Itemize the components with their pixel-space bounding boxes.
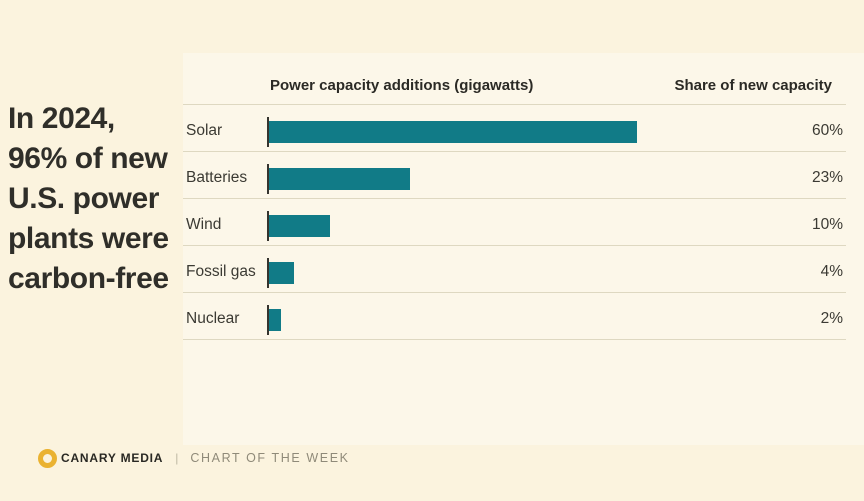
row-separator: [183, 245, 846, 246]
series-title: CHART OF THE WEEK: [190, 451, 350, 465]
row-separator: [183, 198, 846, 199]
axis-tick: [267, 211, 269, 241]
headline-line: In 2024,: [8, 102, 115, 135]
row-separator: [183, 339, 846, 340]
axis-tick: [267, 164, 269, 194]
share-value-nuclear: 2%: [820, 310, 843, 327]
bar-nuclear: [269, 309, 281, 331]
row-label-fossil-gas: Fossil gas: [186, 263, 256, 280]
canary-media-logo-icon: [38, 448, 57, 468]
axis-tick: [267, 258, 269, 288]
row-separator: [183, 151, 846, 152]
share-value-wind: 10%: [811, 216, 843, 233]
bar-solar: [269, 121, 637, 143]
share-value-fossil-gas: 4%: [820, 263, 843, 280]
axis-tick: [267, 117, 269, 147]
headline-line: 96% of new: [8, 142, 168, 175]
bar-fossil-gas: [269, 262, 294, 284]
brand-name: CANARY MEDIA: [61, 451, 164, 465]
row-label-batteries: Batteries: [186, 169, 248, 186]
row-separator: [183, 104, 846, 105]
row-label-nuclear: Nuclear: [186, 310, 240, 327]
share-value-batteries: 23%: [811, 169, 843, 186]
chart-panel-background: [183, 53, 864, 445]
headline-line: carbon-free: [8, 262, 169, 295]
footer-divider: |: [175, 451, 179, 465]
headline-line: U.S. power: [8, 182, 160, 215]
axis-tick: [267, 305, 269, 335]
headline: In 2024, 96% of new U.S. power plants we…: [8, 99, 193, 299]
footer-logo-lockup: CANARY MEDIA | CHART OF THE WEEK: [38, 448, 350, 468]
bar-wind: [269, 215, 330, 237]
bar-batteries: [269, 168, 410, 190]
headline-line: plants were: [8, 222, 169, 255]
share-value-solar: 60%: [811, 122, 843, 139]
share-column-header: Share of new capacity: [674, 77, 832, 94]
row-separator: [183, 292, 846, 293]
value-axis-header: Power capacity additions (gigawatts): [270, 77, 534, 94]
row-label-wind: Wind: [186, 216, 222, 233]
row-label-solar: Solar: [186, 122, 223, 139]
